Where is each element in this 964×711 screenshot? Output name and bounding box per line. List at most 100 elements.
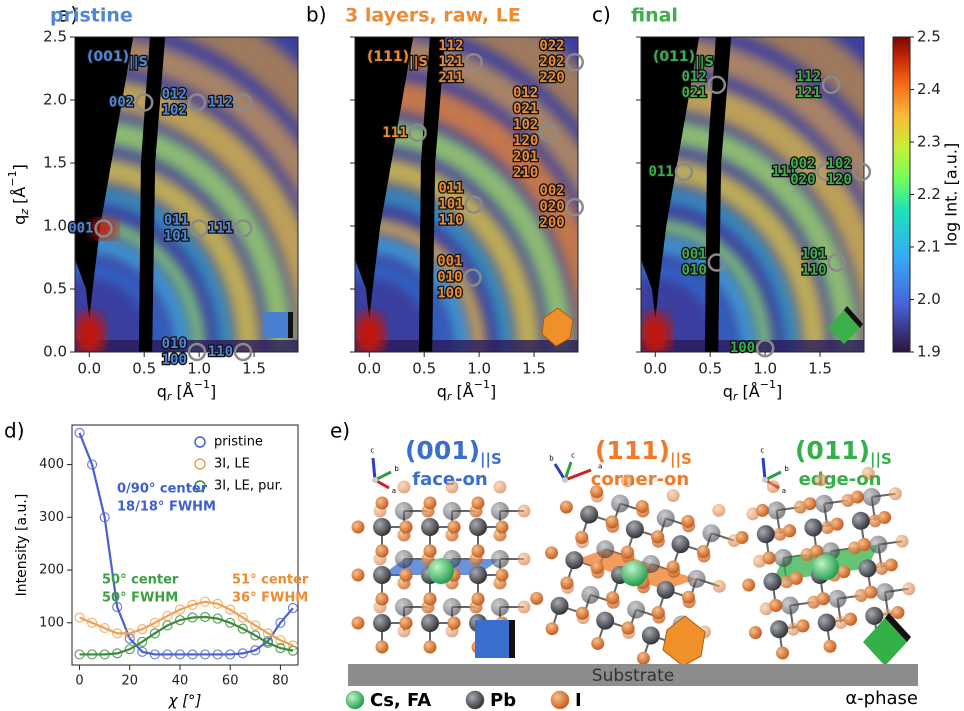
axis-letter: c bbox=[760, 446, 764, 454]
peak-label: 111 bbox=[208, 221, 233, 237]
iodide bbox=[352, 521, 365, 534]
iodide bbox=[376, 545, 389, 558]
cube-edge bbox=[509, 620, 515, 658]
orientation-label-part: (111) bbox=[367, 49, 409, 65]
x-tick-label: 1.0 bbox=[753, 360, 777, 378]
peak-label: 121 bbox=[796, 85, 821, 101]
annotation: 0/90° center bbox=[117, 482, 208, 497]
peak-label: 102 bbox=[513, 117, 538, 133]
cube-icon bbox=[264, 312, 288, 338]
y-tick-label: 400 bbox=[39, 457, 64, 472]
iodide bbox=[543, 545, 559, 561]
lead bbox=[594, 609, 617, 632]
lead bbox=[469, 566, 487, 584]
lead bbox=[395, 550, 413, 568]
panel-title: pristine bbox=[50, 5, 133, 27]
peak-label: 020 bbox=[539, 199, 564, 215]
plane-title-part: (011) bbox=[795, 436, 870, 465]
iodide bbox=[472, 545, 485, 558]
colorbar-tick-label: 2.5 bbox=[917, 28, 941, 46]
iodide bbox=[741, 578, 756, 593]
iodide bbox=[376, 497, 389, 510]
peak-label: 010 bbox=[682, 263, 707, 279]
iodide bbox=[823, 639, 838, 654]
peak-label: 002 bbox=[539, 183, 564, 199]
iodide bbox=[518, 505, 531, 518]
iodide bbox=[424, 593, 437, 606]
iodide bbox=[558, 499, 574, 515]
x-tick-label: 1.0 bbox=[187, 360, 211, 378]
lead bbox=[443, 502, 461, 520]
iodide bbox=[496, 521, 509, 534]
peak-label: 102 bbox=[162, 103, 187, 119]
x-tick-label: 40 bbox=[172, 674, 189, 689]
peak-label: 220 bbox=[539, 70, 564, 86]
axis-arrow bbox=[763, 458, 765, 480]
peak-label: 120 bbox=[827, 172, 852, 188]
iodide bbox=[888, 486, 903, 501]
x-tick-label: 80 bbox=[272, 674, 289, 689]
lead bbox=[700, 522, 723, 545]
x-tick-label: 20 bbox=[121, 674, 138, 689]
axis-arrow bbox=[373, 458, 375, 480]
lead bbox=[654, 507, 677, 530]
orientation-label-part: ||S bbox=[695, 55, 714, 70]
y-tick-label: 1.0 bbox=[43, 217, 67, 235]
axis-label: qz [Å−1] bbox=[6, 164, 31, 225]
y-axis-label: Intensity [a.u.] bbox=[14, 494, 30, 597]
colorbar-tick-label: 2.2 bbox=[917, 185, 941, 203]
x-tick-label: 60 bbox=[222, 674, 239, 689]
x-tick-label: 0.5 bbox=[698, 360, 722, 378]
iodide bbox=[398, 481, 411, 494]
lead bbox=[814, 494, 834, 514]
plane-title-part: ||S bbox=[480, 450, 502, 469]
axis-letter: b bbox=[784, 465, 789, 473]
peak-label: 011 bbox=[649, 164, 674, 180]
annotation: 50° center bbox=[102, 573, 179, 588]
lead bbox=[639, 624, 662, 647]
x-tick-label: 0 bbox=[75, 674, 83, 689]
peak-label: 010 bbox=[162, 336, 187, 352]
legend-label: I bbox=[575, 690, 582, 711]
panel-title: final bbox=[631, 5, 678, 27]
peak-label: 012 bbox=[682, 69, 707, 85]
crystal bbox=[521, 457, 750, 682]
axis-letter: c bbox=[571, 452, 575, 460]
lead bbox=[875, 582, 895, 602]
iodide bbox=[895, 534, 910, 549]
iodide bbox=[424, 545, 437, 558]
y-tick-label: 2.0 bbox=[43, 91, 67, 109]
iodide bbox=[748, 625, 763, 640]
lead bbox=[578, 503, 601, 526]
lead bbox=[579, 583, 602, 606]
axis-label-part: −1 bbox=[194, 378, 210, 391]
cube-edge bbox=[288, 312, 293, 338]
substrate-label: Substrate bbox=[592, 666, 674, 686]
iodide bbox=[901, 581, 916, 596]
lead bbox=[469, 518, 487, 536]
lead bbox=[623, 518, 646, 541]
colorbar-tick-label: 1.9 bbox=[917, 343, 941, 361]
legend-label: 3I, LE bbox=[214, 457, 250, 472]
panel-letter: b) bbox=[306, 3, 327, 27]
iodide bbox=[775, 646, 790, 661]
legend-marker bbox=[195, 459, 205, 469]
y-tick-label: 200 bbox=[39, 563, 64, 578]
lead bbox=[780, 595, 800, 615]
colorbar bbox=[893, 37, 910, 352]
y-tick-label: 0.5 bbox=[43, 280, 67, 298]
legend-label: 3I, LE, pur. bbox=[214, 479, 283, 494]
figure: 0.00.51.01.50.00.51.01.52.02.5qr [Å−1]qz… bbox=[0, 0, 964, 711]
peak-label: 100 bbox=[437, 286, 462, 302]
axis-label-part: q bbox=[437, 382, 447, 401]
orientation-label-part: ||S bbox=[129, 55, 148, 70]
axis-label-part: [Å bbox=[737, 382, 759, 401]
axis-label-part: −1 bbox=[760, 378, 776, 391]
phase-label: α-phase bbox=[845, 688, 918, 709]
axis-label-part: −1 bbox=[6, 170, 19, 186]
axis-label-part: ] bbox=[10, 164, 29, 170]
iodide bbox=[376, 641, 389, 654]
legend-label: Pb bbox=[490, 690, 516, 711]
plane-title-part: ||S bbox=[670, 450, 692, 469]
peak-label: 021 bbox=[513, 101, 538, 117]
